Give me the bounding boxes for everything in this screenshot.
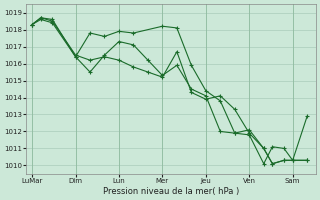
X-axis label: Pression niveau de la mer( hPa ): Pression niveau de la mer( hPa ) <box>103 187 239 196</box>
